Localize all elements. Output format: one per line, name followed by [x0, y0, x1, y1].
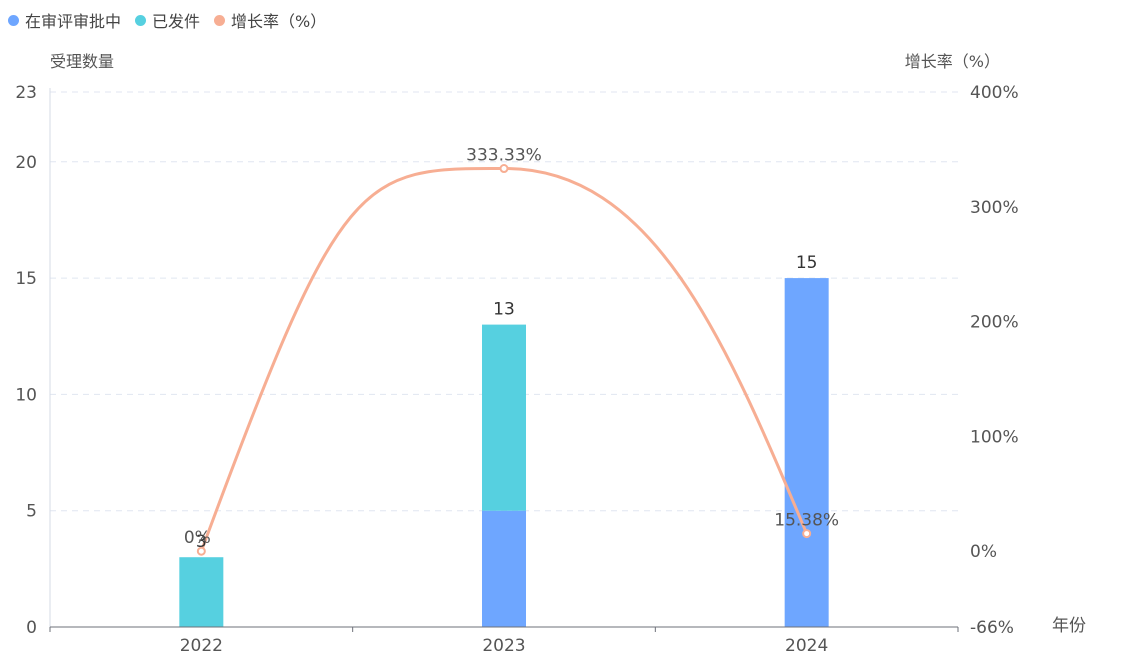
y-tick-left: 15 [15, 269, 37, 289]
y-tick-left: 10 [15, 385, 37, 405]
y-tick-left: 5 [26, 502, 37, 522]
x-axis-label: 年份 [1052, 616, 1086, 636]
y-axis-right-label: 增长率（%） [905, 52, 1000, 71]
legend-dot-in-review [8, 14, 19, 26]
legend-dot-issued [135, 14, 147, 26]
legend-item-growth-rate[interactable]: 增长率（%） [214, 8, 326, 32]
legend-label-issued: 已发件 [152, 12, 201, 31]
x-tick-label: 2024 [785, 636, 828, 656]
y-tick-right: 200% [970, 313, 1019, 333]
y-tick-right: 100% [970, 427, 1019, 447]
growth-rate-label: 15.38% [774, 511, 839, 531]
growth-rate-point [499, 164, 509, 174]
y-tick-right: -66% [970, 618, 1014, 638]
bar-total-label: 13 [493, 300, 515, 320]
legend-label-growth-rate: 增长率（%） [231, 12, 327, 31]
y-tick-right: 400% [970, 83, 1019, 103]
legend-dot-growth-rate [214, 14, 226, 26]
bar [179, 557, 224, 627]
bar [482, 510, 526, 627]
legend-item-issued[interactable]: 已发件 [135, 8, 200, 32]
bar-total-label: 15 [796, 253, 818, 273]
x-tick-label: 2022 [180, 636, 223, 656]
legend-item-in-review[interactable]: 在审评审批中 [8, 8, 121, 32]
y-tick-right: 0% [970, 542, 997, 562]
y-tick-left: 20 [15, 153, 37, 173]
growth-rate-point [802, 529, 812, 539]
y-tick-left: 0 [26, 618, 37, 638]
x-tick-label: 2023 [482, 636, 525, 656]
bar-total-label: 3 [196, 532, 207, 552]
y-tick-left: 23 [15, 83, 37, 103]
legend: 在审评审批中 已发件 增长率（%） [8, 9, 326, 31]
y-tick-right: 300% [970, 198, 1019, 218]
legend-label-in-review: 在审评审批中 [25, 12, 122, 31]
growth-rate-label: 333.33% [466, 146, 542, 166]
bar [784, 278, 829, 627]
bar [482, 324, 526, 511]
growth-rate-point [196, 546, 206, 556]
y-axis-left-label: 受理数量 [50, 52, 114, 71]
growth-rate-label: 0% [184, 528, 211, 548]
